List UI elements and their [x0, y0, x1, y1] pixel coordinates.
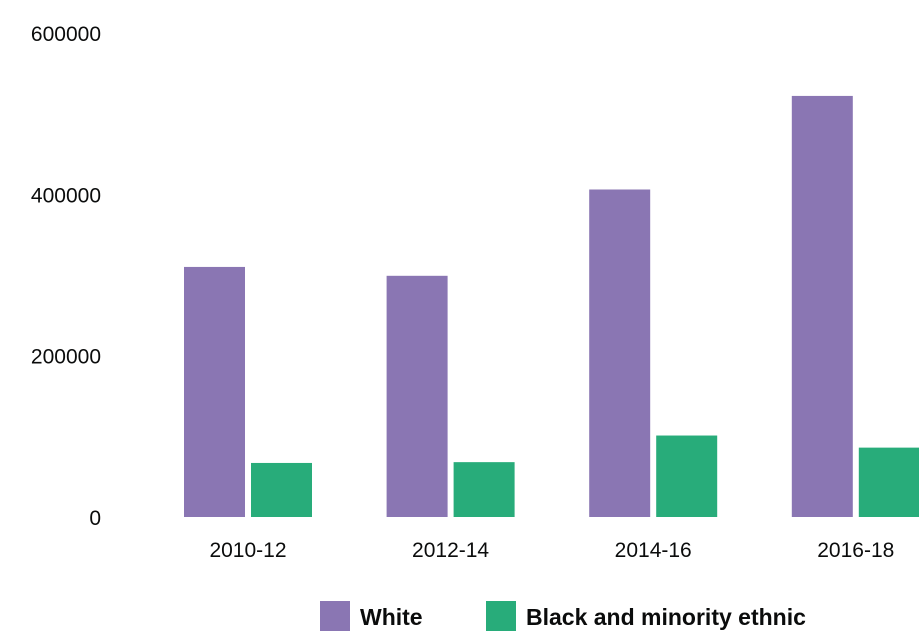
bar-white-2016-18 [791, 95, 853, 518]
x-tick-label: 2010-12 [209, 539, 286, 562]
bar-white-2010-12 [184, 266, 245, 517]
x-tick-label: 2014-16 [615, 539, 692, 562]
bar-white-2012-14 [386, 275, 448, 517]
x-tick-label: 2016-18 [817, 539, 894, 562]
bar-bme-2012-14 [453, 462, 515, 517]
x-tick-label: 2012-14 [412, 539, 489, 562]
y-tick-label: 0 [89, 507, 101, 530]
bar-bme-2014-16 [656, 435, 718, 517]
legend-swatch-white [320, 601, 350, 631]
bar-bme-2016-18 [858, 447, 919, 517]
y-axis: 0 200000 400000 600000 [31, 23, 101, 530]
y-tick-label: 600000 [31, 23, 101, 46]
legend-swatch-bme [486, 601, 516, 631]
bar-bme-2010-12 [251, 462, 312, 517]
bars-group [184, 95, 919, 518]
legend-label-white: White [360, 604, 423, 630]
bar-white-2014-16 [589, 189, 651, 517]
y-tick-label: 200000 [31, 346, 101, 369]
legend-label-bme: Black and minority ethnic [526, 604, 806, 630]
x-axis: 2010-12 2012-14 2014-16 2016-18 [209, 539, 894, 562]
legend: White Black and minority ethnic [320, 601, 806, 631]
y-tick-label: 400000 [31, 184, 101, 207]
